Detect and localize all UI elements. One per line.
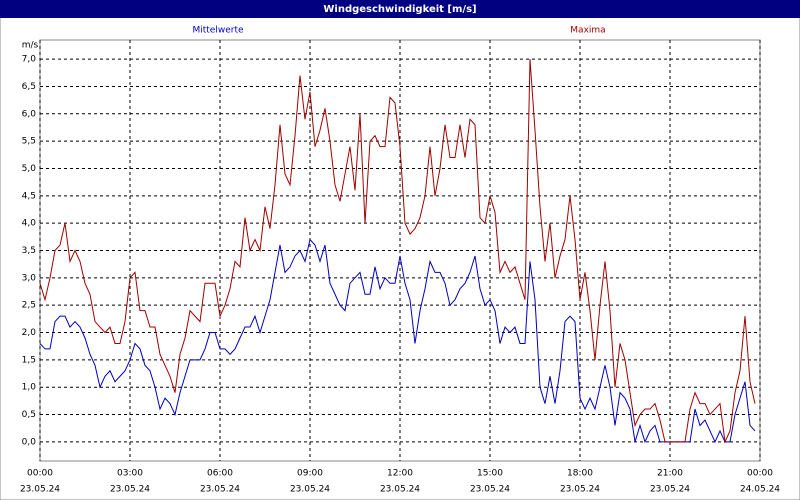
- y-tick-label: 3,5: [22, 246, 36, 256]
- x-tick-date: 23.05.24: [290, 485, 330, 495]
- data-line: [39, 238, 756, 444]
- legend-entry: Maxima: [570, 26, 605, 36]
- chart-title: Windgeschwindigkeit [m/s]: [323, 4, 476, 15]
- x-tick-label: 09:00: [297, 469, 323, 479]
- x-tick-date: 23.05.24: [560, 485, 600, 495]
- y-tick-label: 2,5: [22, 301, 36, 311]
- legend-entry: Mittelwerte: [192, 26, 243, 36]
- y-tick-label: 5,0: [22, 164, 37, 174]
- y-tick-label: 0,5: [22, 410, 36, 420]
- x-tick-date: 23.05.24: [650, 485, 690, 495]
- data-line: [39, 59, 756, 444]
- x-tick-label: 06:00: [207, 469, 233, 479]
- y-tick-label: 6,0: [22, 109, 37, 119]
- x-tick-label: 15:00: [477, 469, 503, 479]
- x-tick-label: 00:00: [747, 469, 773, 479]
- title-bar: [0, 0, 800, 18]
- x-tick-label: 18:00: [567, 469, 593, 479]
- x-tick-date: 23.05.24: [20, 485, 60, 495]
- x-tick-label: 12:00: [387, 469, 413, 479]
- y-tick-label: 1,5: [22, 355, 36, 365]
- y-tick-label: 3,0: [22, 273, 37, 283]
- x-tick-label: 21:00: [657, 469, 683, 479]
- y-tick-label: 4,5: [22, 191, 36, 201]
- x-tick-date: 23.05.24: [380, 485, 420, 495]
- y-tick-label: 7,0: [22, 55, 37, 65]
- x-tick-date: 23.05.24: [470, 485, 510, 495]
- y-tick-label: 0,0: [22, 437, 37, 447]
- x-tick-label: 03:00: [117, 469, 143, 479]
- y-tick-label: 4,0: [22, 219, 37, 229]
- y-tick-label: 6,5: [22, 82, 36, 92]
- y-tick-label: 1,0: [22, 383, 37, 393]
- x-tick-label: 00:00: [27, 469, 53, 479]
- y-tick-label: 5,5: [22, 137, 36, 147]
- x-tick-date: 23.05.24: [110, 485, 150, 495]
- x-tick-date: 23.05.24: [200, 485, 240, 495]
- x-tick-date: 24.05.24: [740, 485, 780, 495]
- y-axis-unit: m/s: [22, 41, 39, 51]
- y-tick-label: 2,0: [22, 328, 37, 338]
